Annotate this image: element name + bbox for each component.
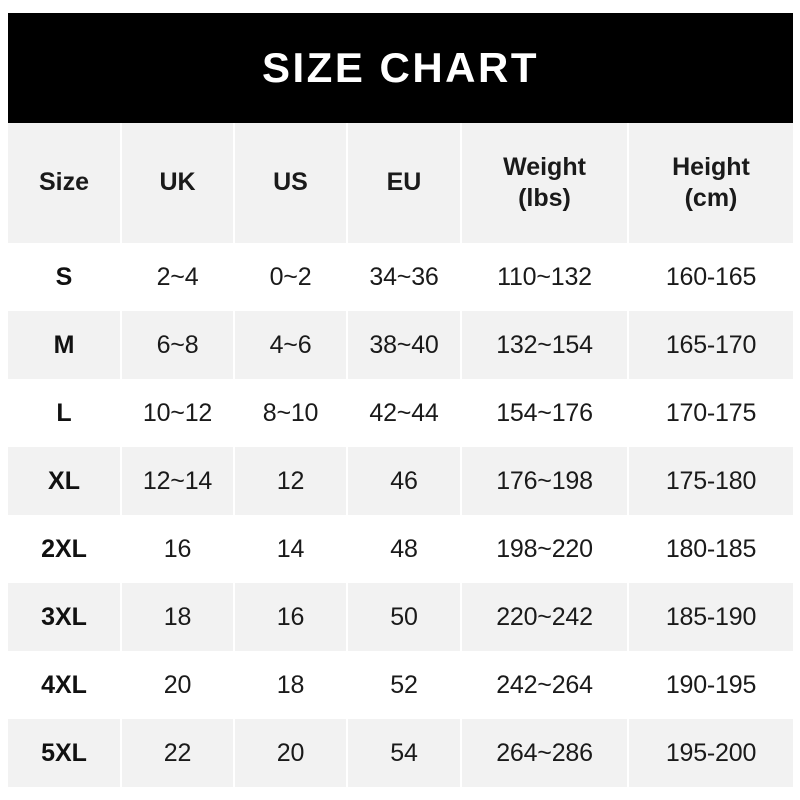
column-header-eu-line1: EU [386, 168, 422, 197]
column-header-uk: UK [120, 123, 235, 243]
column-header-height: Height (cm) [627, 123, 793, 243]
cell-eu: 42~44 [346, 379, 462, 447]
cell-height: 170-175 [627, 379, 793, 447]
cell-us: 4~6 [233, 311, 348, 379]
cell-us: 18 [233, 651, 348, 719]
column-header-size-line1: Size [38, 168, 90, 197]
cell-weight: 154~176 [460, 379, 629, 447]
cell-uk: 10~12 [120, 379, 235, 447]
table-header: Size UK US EU Weight (lbs) Height (cm) [8, 123, 793, 243]
cell-size: L [8, 379, 122, 447]
cell-weight: 198~220 [460, 515, 629, 583]
cell-uk: 16 [120, 515, 235, 583]
table-row: 2XL 16 14 48 198~220 180-185 [8, 515, 793, 583]
column-header-us: US [233, 123, 348, 243]
cell-us: 12 [233, 447, 348, 515]
cell-size: 4XL [8, 651, 122, 719]
table-row: M 6~8 4~6 38~40 132~154 165-170 [8, 311, 793, 379]
column-header-weight: Weight (lbs) [460, 123, 629, 243]
cell-uk: 2~4 [120, 243, 235, 311]
cell-size: M [8, 311, 122, 379]
cell-eu: 38~40 [346, 311, 462, 379]
cell-us: 20 [233, 719, 348, 787]
cell-size: XL [8, 447, 122, 515]
cell-size: 3XL [8, 583, 122, 651]
cell-us: 8~10 [233, 379, 348, 447]
cell-weight: 220~242 [460, 583, 629, 651]
cell-size: S [8, 243, 122, 311]
table-row: S 2~4 0~2 34~36 110~132 160-165 [8, 243, 793, 311]
column-header-eu: EU [346, 123, 462, 243]
cell-height: 180-185 [627, 515, 793, 583]
header-row: Size UK US EU Weight (lbs) Height (cm) [8, 123, 793, 243]
cell-weight: 264~286 [460, 719, 629, 787]
table-row: XL 12~14 12 46 176~198 175-180 [8, 447, 793, 515]
cell-eu: 34~36 [346, 243, 462, 311]
cell-height: 165-170 [627, 311, 793, 379]
cell-eu: 46 [346, 447, 462, 515]
cell-uk: 20 [120, 651, 235, 719]
column-header-uk-line1: UK [159, 168, 196, 197]
cell-height: 185-190 [627, 583, 793, 651]
cell-eu: 48 [346, 515, 462, 583]
table-row: 3XL 18 16 50 220~242 185-190 [8, 583, 793, 651]
cell-height: 160-165 [627, 243, 793, 311]
table-row: 4XL 20 18 52 242~264 190-195 [8, 651, 793, 719]
cell-size: 5XL [8, 719, 122, 787]
cell-uk: 12~14 [120, 447, 235, 515]
cell-uk: 22 [120, 719, 235, 787]
column-header-weight-line2: (lbs) [518, 184, 571, 212]
cell-us: 0~2 [233, 243, 348, 311]
cell-weight: 132~154 [460, 311, 629, 379]
column-header-weight-line1: Weight [503, 152, 586, 181]
cell-height: 195-200 [627, 719, 793, 787]
cell-uk: 18 [120, 583, 235, 651]
cell-eu: 54 [346, 719, 462, 787]
size-chart-table: Size UK US EU Weight (lbs) Height (cm) [8, 123, 793, 787]
column-header-height-line1: Height [672, 152, 750, 181]
cell-weight: 176~198 [460, 447, 629, 515]
cell-height: 175-180 [627, 447, 793, 515]
cell-eu: 50 [346, 583, 462, 651]
cell-size: 2XL [8, 515, 122, 583]
table-row: 5XL 22 20 54 264~286 195-200 [8, 719, 793, 787]
column-header-us-line1: US [273, 168, 308, 197]
column-header-size: Size [8, 123, 122, 243]
cell-eu: 52 [346, 651, 462, 719]
cell-us: 16 [233, 583, 348, 651]
cell-height: 190-195 [627, 651, 793, 719]
table-row: L 10~12 8~10 42~44 154~176 170-175 [8, 379, 793, 447]
cell-uk: 6~8 [120, 311, 235, 379]
cell-weight: 242~264 [460, 651, 629, 719]
page-title: SIZE CHART [262, 44, 539, 91]
table-body: S 2~4 0~2 34~36 110~132 160-165 M 6~8 4~… [8, 243, 793, 787]
column-header-height-line2: (cm) [684, 184, 738, 212]
cell-weight: 110~132 [460, 243, 629, 311]
title-banner: SIZE CHART [8, 13, 793, 123]
cell-us: 14 [233, 515, 348, 583]
